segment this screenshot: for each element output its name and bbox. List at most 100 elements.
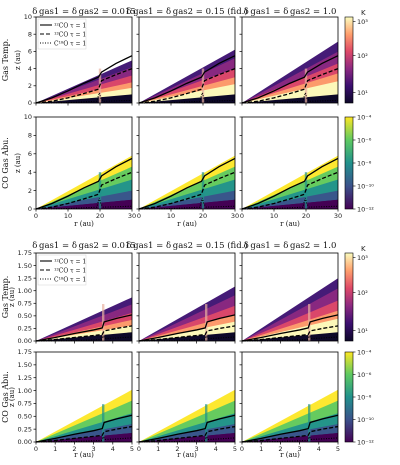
- tau-c18o-line: [35, 334, 133, 342]
- x-tick-label: 30: [334, 212, 342, 220]
- panel: [239, 116, 339, 212]
- y-tick-label: 1.75: [18, 348, 32, 356]
- colorbar-tick-label: 10⁻⁶: [357, 371, 372, 379]
- y-axis-label: z (au): [8, 287, 16, 307]
- y-tick-label: 1.00: [18, 287, 32, 295]
- y-tick-label: 1.50: [18, 262, 32, 270]
- panel-frame: [241, 252, 339, 342]
- y-tick-label: 2: [28, 187, 32, 195]
- y-tick-label: 1.00: [18, 387, 32, 395]
- panel-frame: [241, 116, 339, 210]
- colorbar-tick-label: 10⁻⁸: [357, 394, 372, 402]
- midplane-region: [139, 94, 235, 103]
- gap-marker: [102, 404, 105, 442]
- colorbar: [344, 252, 354, 342]
- x-tick-label: 30: [231, 212, 239, 220]
- y-tick-label: 8: [28, 132, 32, 140]
- tau-12co-line: [241, 314, 339, 342]
- tau-13co-line: [35, 425, 133, 443]
- tau-12co-line: [35, 314, 133, 342]
- y-tick-label: 0: [28, 205, 32, 213]
- legend-label: ¹²CO τ = 1: [54, 258, 86, 265]
- tau-12co-line: [138, 314, 236, 342]
- tau-13co-line: [35, 171, 133, 210]
- colorbar-tick-label: 10⁻⁶: [357, 137, 372, 145]
- tau-12co-line: [241, 157, 339, 210]
- colorbar-tick-label: 10⁻⁴: [357, 349, 372, 357]
- y-tick-label: 1.50: [18, 361, 32, 369]
- midplane-region: [242, 94, 338, 103]
- gap-marker: [102, 304, 105, 341]
- col-title: δ gas1 = δ gas2 = 0.15 (fid.): [126, 240, 247, 251]
- colorbar-unit: K: [361, 9, 366, 17]
- colorbar-tick-label: 10⁻⁸: [357, 160, 372, 168]
- y-tick-label: 8: [28, 30, 32, 38]
- legend-label: C¹⁸O τ = 1: [54, 276, 86, 283]
- panel-frame: [138, 116, 236, 210]
- tau-13co-line: [35, 325, 133, 342]
- midplane-region: [36, 94, 132, 103]
- y-axis-label: z (au): [8, 387, 16, 407]
- y-tick-label: 1.25: [18, 374, 32, 382]
- row-label: Gas Temp.: [1, 39, 10, 82]
- gap-marker: [205, 404, 208, 442]
- x-tick-label: 3: [92, 445, 96, 453]
- x-tick-label: 10: [167, 212, 175, 220]
- x-tick-label: 3: [195, 445, 199, 453]
- tau-c18o-line: [138, 334, 236, 342]
- x-tick-label: 20: [96, 212, 104, 220]
- panel-frame: [35, 351, 133, 443]
- panel: [136, 351, 236, 445]
- row-label: Gas Temp.: [1, 276, 10, 319]
- x-tick-label: 2: [278, 445, 282, 453]
- col-title: δ gas1 = δ gas2 = 1.0: [244, 7, 337, 17]
- x-tick-label: 0: [240, 445, 244, 453]
- colorbar-tick-label: 10⁻¹⁰: [357, 416, 374, 424]
- colorbar-tick-label: 10³: [357, 18, 368, 26]
- tau-c18o-line: [138, 435, 236, 443]
- x-tick-label: 4: [317, 445, 321, 453]
- y-tick-label: 1.25: [18, 274, 32, 282]
- panel-frame: [35, 116, 133, 210]
- x-axis-label: r (au): [280, 451, 300, 459]
- y-tick-label: 10: [24, 13, 32, 21]
- y-tick-label: 4: [28, 168, 32, 176]
- y-tick-label: 1.75: [18, 249, 32, 257]
- panel-frame: [138, 351, 236, 443]
- colorbar: [344, 16, 354, 104]
- y-axis-label: z (au): [14, 50, 22, 70]
- x-axis-label: r (au): [74, 220, 94, 228]
- y-tick-label: 0.50: [18, 412, 32, 420]
- tau-c18o-line: [138, 197, 236, 210]
- tau-13co-line: [138, 171, 236, 210]
- panel: [239, 351, 339, 445]
- tau-12co-line: [35, 157, 133, 210]
- y-tick-label: 2: [28, 82, 32, 90]
- colorbar-tick-label: 10⁻⁴: [357, 114, 372, 122]
- tau-13co-line: [241, 425, 339, 443]
- x-tick-label: 3: [298, 445, 302, 453]
- tau-13co-line: [241, 171, 339, 210]
- tau-12co-line: [35, 414, 133, 443]
- panel-frame: [241, 351, 339, 443]
- row-label: CO Gas Abu.: [1, 371, 10, 423]
- panel: [239, 252, 339, 344]
- y-tick-label: 0.75: [18, 299, 32, 307]
- colorbar: [344, 116, 354, 210]
- panel-frame: [35, 16, 133, 104]
- x-tick-label: 2: [175, 445, 179, 453]
- legend-label: ¹³CO τ = 1: [54, 31, 86, 38]
- x-tick-label: 20: [199, 212, 207, 220]
- tau-13co-line: [35, 67, 133, 104]
- panel-frame: [35, 252, 133, 342]
- x-tick-label: 10: [270, 212, 278, 220]
- x-tick-label: 5: [336, 445, 340, 453]
- legend-label: C¹⁸O τ = 1: [54, 40, 86, 47]
- colorbar-tick-label: 10⁻¹²: [357, 439, 374, 447]
- x-axis-label: r (au): [177, 220, 197, 228]
- tau-c18o-line: [241, 435, 339, 443]
- legend-label: ¹³CO τ = 1: [54, 267, 86, 274]
- panel-frame: [138, 16, 236, 104]
- x-tick-label: 0: [34, 212, 38, 220]
